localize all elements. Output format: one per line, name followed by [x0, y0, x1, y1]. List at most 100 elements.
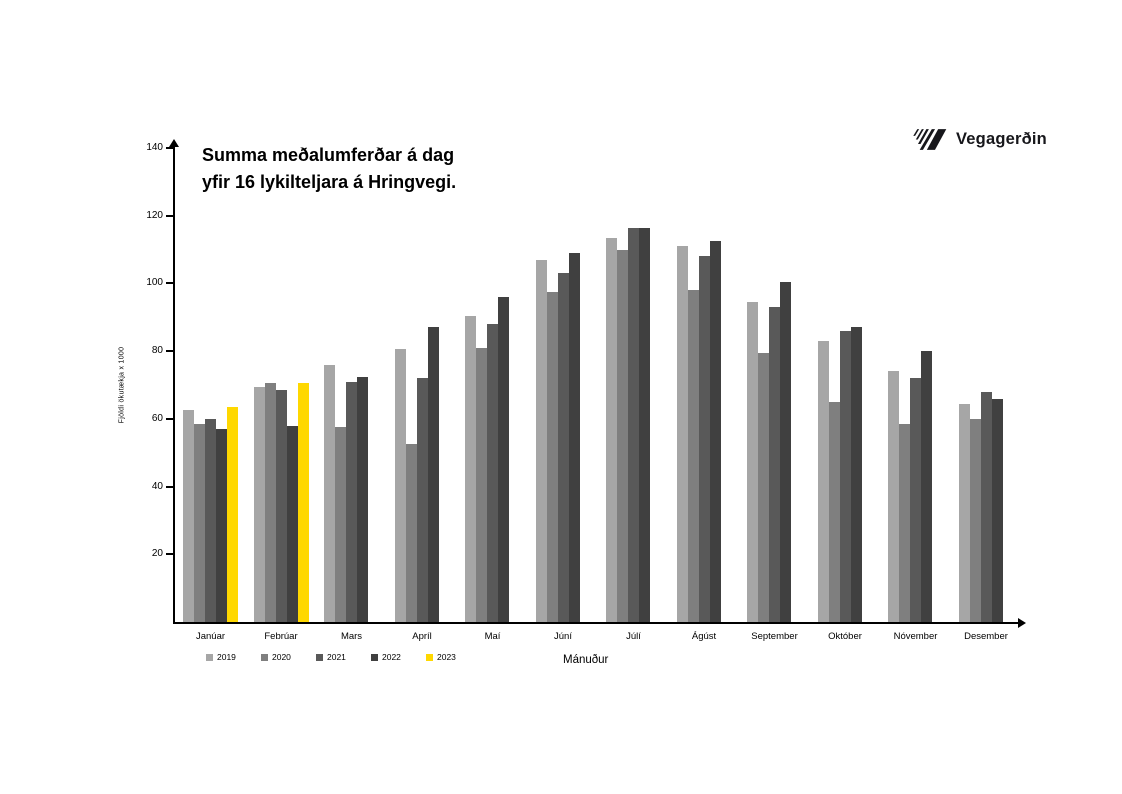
- bar-2021-agust: [698, 256, 710, 622]
- bar-group-agust: [676, 142, 732, 622]
- legend-item-2021: 2021: [316, 652, 371, 662]
- bar-group-mars: [324, 142, 379, 622]
- y-tick-mark-80: [166, 350, 173, 353]
- vegagerdin-logo: Vegagerðin: [911, 127, 1047, 152]
- x-tick-label-mars: Mars: [340, 631, 363, 642]
- legend-swatch-2019: [206, 653, 213, 661]
- y-tick-label-80: 80: [151, 345, 163, 357]
- bar-2021-juni: [557, 273, 569, 622]
- bar-group-september: [747, 142, 802, 622]
- bar-2021-mars: [346, 381, 357, 622]
- y-tick-label-140: 140: [146, 141, 163, 153]
- bar-2020-desember: [969, 418, 981, 622]
- y-tick-label-100: 100: [146, 277, 163, 289]
- legend-swatch-2023: [426, 653, 433, 661]
- bar-2019-mai: [465, 315, 476, 622]
- bar-2021-juli: [628, 227, 639, 622]
- bar-2020-juli: [617, 249, 628, 622]
- y-tick-label-60: 60: [151, 412, 163, 424]
- bar-group-oktober: [817, 142, 873, 622]
- legend-label-2021: 2021: [327, 652, 346, 662]
- bar-2022-januar: [216, 429, 227, 622]
- bar-2022-juni: [568, 252, 580, 622]
- legend-swatch-2022: [371, 653, 378, 661]
- bar-2022-desember: [991, 398, 1003, 622]
- x-tick-label-desember: Desember: [964, 631, 1008, 642]
- bar-2020-juni: [546, 291, 558, 622]
- bar-group-juli: [606, 142, 661, 622]
- x-axis-arrow-icon: [1018, 618, 1026, 628]
- bar-2022-februar: [286, 425, 298, 622]
- bar-2022-mai: [498, 296, 509, 622]
- legend-label-2023: 2023: [437, 652, 456, 662]
- bar-2020-oktober: [828, 401, 840, 622]
- legend: 2019 2020 2021 2022 2023: [206, 652, 481, 662]
- x-axis-label: Mánuður: [563, 654, 609, 666]
- x-tick-label-juli: Júlí: [626, 631, 641, 642]
- bar-2021-november: [910, 378, 921, 622]
- bar-2020-september: [758, 352, 769, 622]
- bar-2021-januar: [205, 418, 216, 622]
- legend-item-2020: 2020: [261, 652, 316, 662]
- bar-2021-april: [416, 378, 428, 622]
- x-tick-label-mai: Maí: [484, 631, 501, 642]
- bar-2020-april: [405, 444, 417, 622]
- vegagerdin-logo-text: Vegagerðin: [956, 130, 1047, 148]
- y-axis-line: [173, 146, 175, 624]
- bar-2020-mai: [476, 347, 487, 622]
- y-tick-mark-60: [166, 417, 173, 420]
- x-tick-label-agust: Ágúst: [691, 631, 717, 642]
- bar-2019-juli: [606, 237, 617, 622]
- y-tick-mark-20: [166, 553, 173, 556]
- x-tick-label-februar: Febrúar: [264, 631, 298, 642]
- bar-group-april: [394, 142, 450, 622]
- x-tick-label-oktober: Október: [828, 631, 862, 642]
- bar-group-juni: [535, 142, 591, 622]
- bar-2022-agust: [709, 241, 721, 622]
- bar-2020-januar: [194, 423, 205, 622]
- bar-2020-agust: [687, 290, 699, 622]
- x-tick-label-september: September: [751, 631, 798, 642]
- y-tick-mark-140: [166, 146, 173, 149]
- chart-title-line-1: Summa meðalumferðar á dag: [202, 145, 455, 165]
- bar-2023-januar: [227, 407, 238, 622]
- vegagerdin-logo-icon: [913, 129, 947, 150]
- x-tick-label-juni: Júní: [554, 631, 572, 642]
- y-tick-label-120: 120: [146, 209, 163, 221]
- bar-group-januar: [183, 142, 238, 622]
- legend-item-2022: 2022: [371, 652, 426, 662]
- bar-2019-februar: [253, 386, 265, 622]
- bar-2021-september: [769, 307, 780, 622]
- bar-group-mai: [465, 142, 520, 622]
- chart-title-line-2: yfir 16 lykilteljara á Hringvegi.: [202, 172, 457, 192]
- bar-2022-oktober: [850, 327, 862, 622]
- bar-2022-september: [780, 281, 791, 622]
- legend-label-2019: 2019: [217, 652, 236, 662]
- legend-item-2023: 2023: [426, 652, 481, 662]
- bar-2021-mai: [487, 324, 498, 622]
- y-tick-mark-100: [166, 282, 173, 285]
- y-tick-label-20: 20: [151, 548, 163, 560]
- bar-group-november: [888, 142, 943, 622]
- bar-group-desember: [958, 142, 1014, 622]
- bar-2019-desember: [958, 403, 970, 622]
- bar-2022-april: [427, 327, 439, 622]
- y-axis-title: Fjöldi ökutækja x 1000: [118, 346, 126, 424]
- y-axis-arrow-icon: [169, 139, 179, 147]
- bar-2019-november: [888, 371, 899, 622]
- bar-2022-november: [921, 351, 932, 622]
- bar-2020-mars: [335, 427, 346, 622]
- y-tick-mark-40: [166, 485, 173, 488]
- bar-2019-oktober: [817, 341, 829, 622]
- bar-group-februar: [253, 142, 309, 622]
- bar-2019-juni: [535, 259, 547, 622]
- bar-2021-desember: [980, 391, 992, 622]
- bar-2020-november: [899, 423, 910, 622]
- chart-title: Summa meðalumferðar á dag yfir 16 lykilt…: [202, 142, 456, 196]
- bar-2020-februar: [264, 383, 276, 622]
- legend-swatch-2021: [316, 653, 323, 661]
- x-tick-label-januar: Janúar: [195, 631, 226, 642]
- bar-2019-april: [394, 349, 406, 622]
- bar-2021-oktober: [839, 330, 851, 622]
